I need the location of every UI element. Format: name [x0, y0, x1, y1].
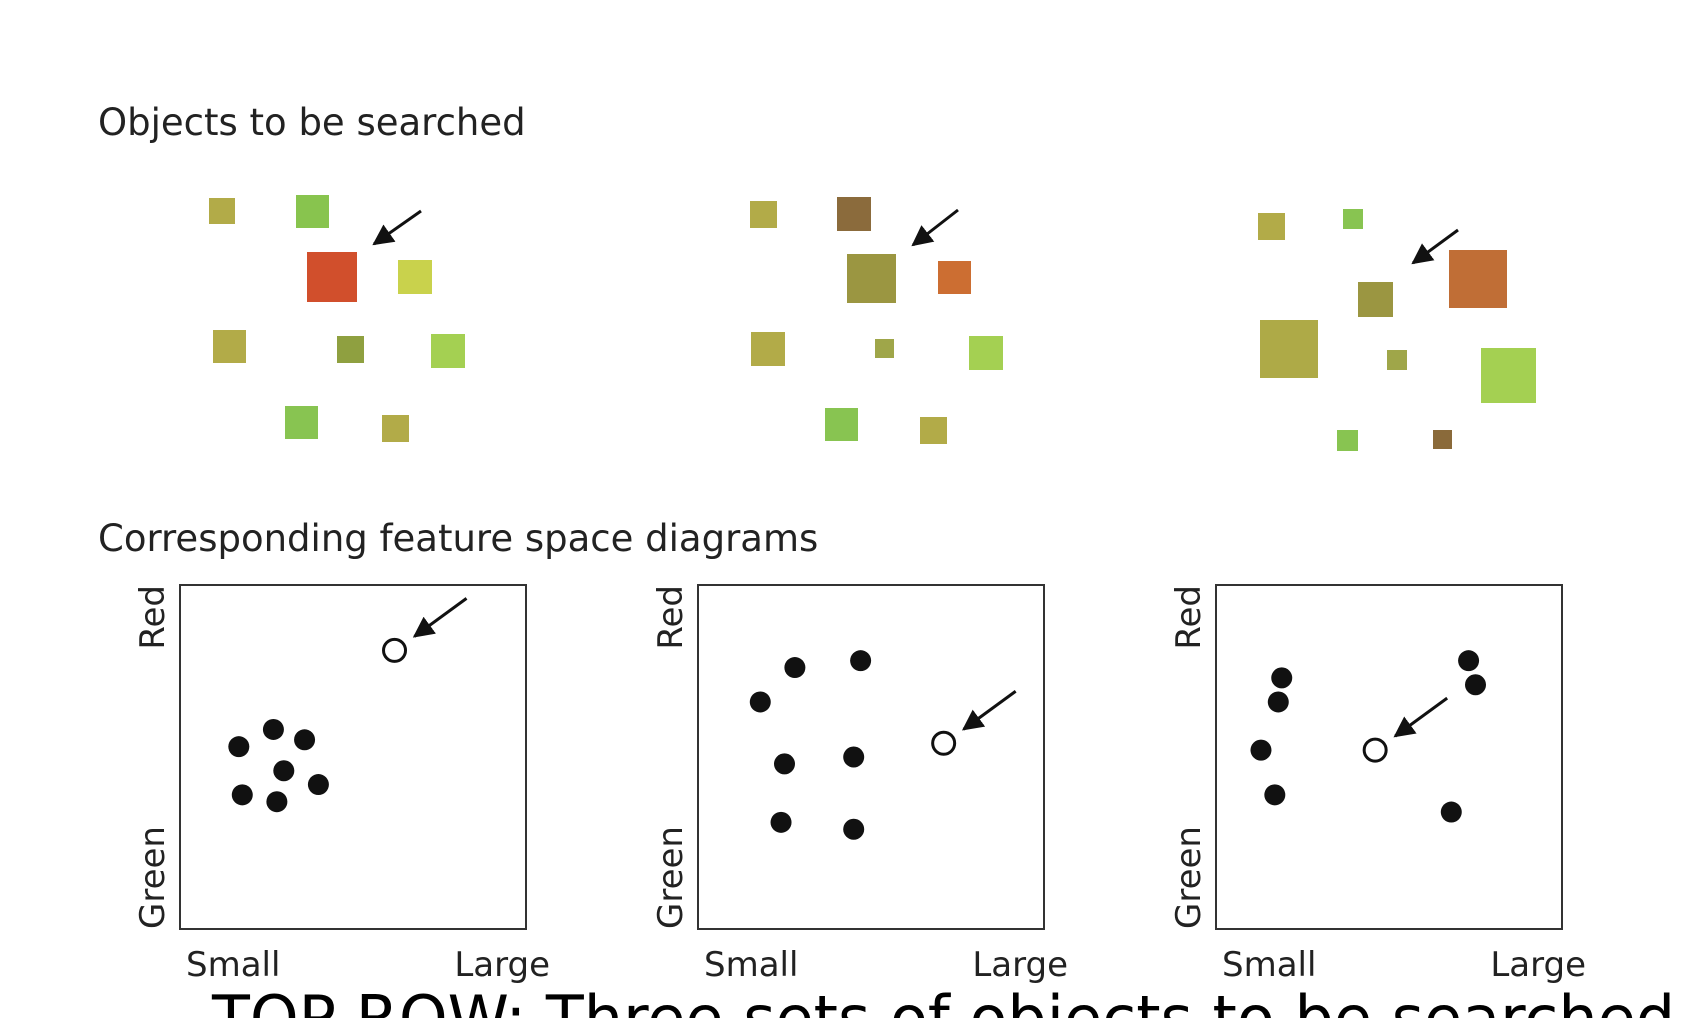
object-square [1343, 209, 1363, 229]
x-axis-label-small: Small [1222, 945, 1316, 985]
feature-space-diagram-2: Red Green Small Large [651, 584, 1068, 985]
y-axis-label-red: Red [1169, 585, 1209, 650]
object-square [398, 260, 432, 294]
object-square [751, 332, 785, 366]
object-square [431, 334, 465, 368]
objects-heading: Objects to be searched [98, 101, 526, 144]
distractor-point [1458, 650, 1480, 672]
object-square [1387, 350, 1407, 370]
x-axis-label-large: Large [454, 945, 550, 985]
object-panel-1 [209, 195, 465, 442]
object-square [938, 261, 971, 294]
y-axis-label-green: Green [651, 826, 691, 929]
distractor-point [307, 774, 329, 796]
object-square [837, 197, 871, 231]
distractor-point [262, 718, 284, 740]
distractor-point [784, 657, 806, 679]
target-pointer-arrow [1411, 228, 1459, 265]
distractor-point [294, 729, 316, 751]
x-axis-label-small: Small [186, 945, 280, 985]
feature-space-heading: Corresponding feature space diagrams [98, 517, 818, 560]
x-axis-label-large: Large [1490, 945, 1586, 985]
target-point [931, 730, 957, 756]
object-square [920, 417, 947, 444]
distractor-point [850, 650, 872, 672]
target-pointer-arrow [911, 208, 959, 247]
object-square [750, 201, 777, 228]
distractor-point [749, 691, 771, 713]
distractor-point [1465, 674, 1486, 696]
target-object-square [1358, 282, 1393, 317]
object-square [213, 330, 246, 363]
distractor-point [770, 811, 792, 833]
distractor-point [843, 818, 865, 840]
distractor-point [231, 784, 253, 806]
y-axis-label-red: Red [133, 585, 173, 650]
distractor-point [1267, 691, 1289, 713]
object-square [1433, 430, 1452, 449]
target-pointer-arrow [961, 690, 1017, 731]
plot-frame [1215, 584, 1563, 930]
object-square [1258, 213, 1285, 240]
y-axis-label-green: Green [133, 826, 173, 929]
object-square [1481, 348, 1536, 403]
y-axis-label-red: Red [651, 585, 691, 650]
object-square [1260, 320, 1318, 378]
distractor-point [1264, 784, 1286, 806]
y-axis-label-green: Green [1169, 826, 1209, 929]
object-square [337, 336, 364, 363]
target-pointer-arrow [412, 597, 468, 638]
x-axis-label-small: Small [704, 945, 798, 985]
feature-space-diagram-1: Red Green Small Large [133, 584, 550, 985]
feature-space-diagram-3: Red Green Small Large [1169, 584, 1586, 985]
plot-frame [179, 584, 527, 930]
object-square [209, 198, 235, 224]
distractor-point [1271, 667, 1293, 689]
object-square [969, 336, 1003, 370]
figure-caption: TOP ROW: Three sets of objects to be sea… [211, 982, 1675, 1018]
target-point [1362, 737, 1388, 763]
object-square [825, 408, 858, 441]
object-square [296, 195, 329, 228]
plot-frame [697, 584, 1045, 930]
distractor-point [266, 791, 288, 813]
object-panel-3 [1258, 209, 1536, 451]
object-square [285, 406, 318, 439]
object-square [1449, 250, 1507, 308]
distractor-point [228, 736, 250, 758]
object-square [1337, 430, 1358, 451]
distractor-point [1250, 739, 1272, 761]
target-point [382, 637, 408, 663]
feature-space-diagrams: Red Green Small Large Red Green Small Large Red G… [133, 584, 1586, 985]
distractor-point [273, 760, 295, 782]
target-pointer-arrow [1393, 696, 1449, 738]
object-square [382, 415, 409, 442]
target-pointer-arrow [372, 209, 422, 246]
x-axis-label-large: Large [972, 945, 1068, 985]
object-square [875, 339, 894, 358]
target-object-square [307, 252, 357, 302]
distractor-point [1440, 801, 1462, 823]
distractor-point [774, 753, 795, 775]
object-panel-2 [750, 197, 1003, 444]
distractor-point [843, 746, 865, 768]
target-object-square [847, 254, 896, 303]
